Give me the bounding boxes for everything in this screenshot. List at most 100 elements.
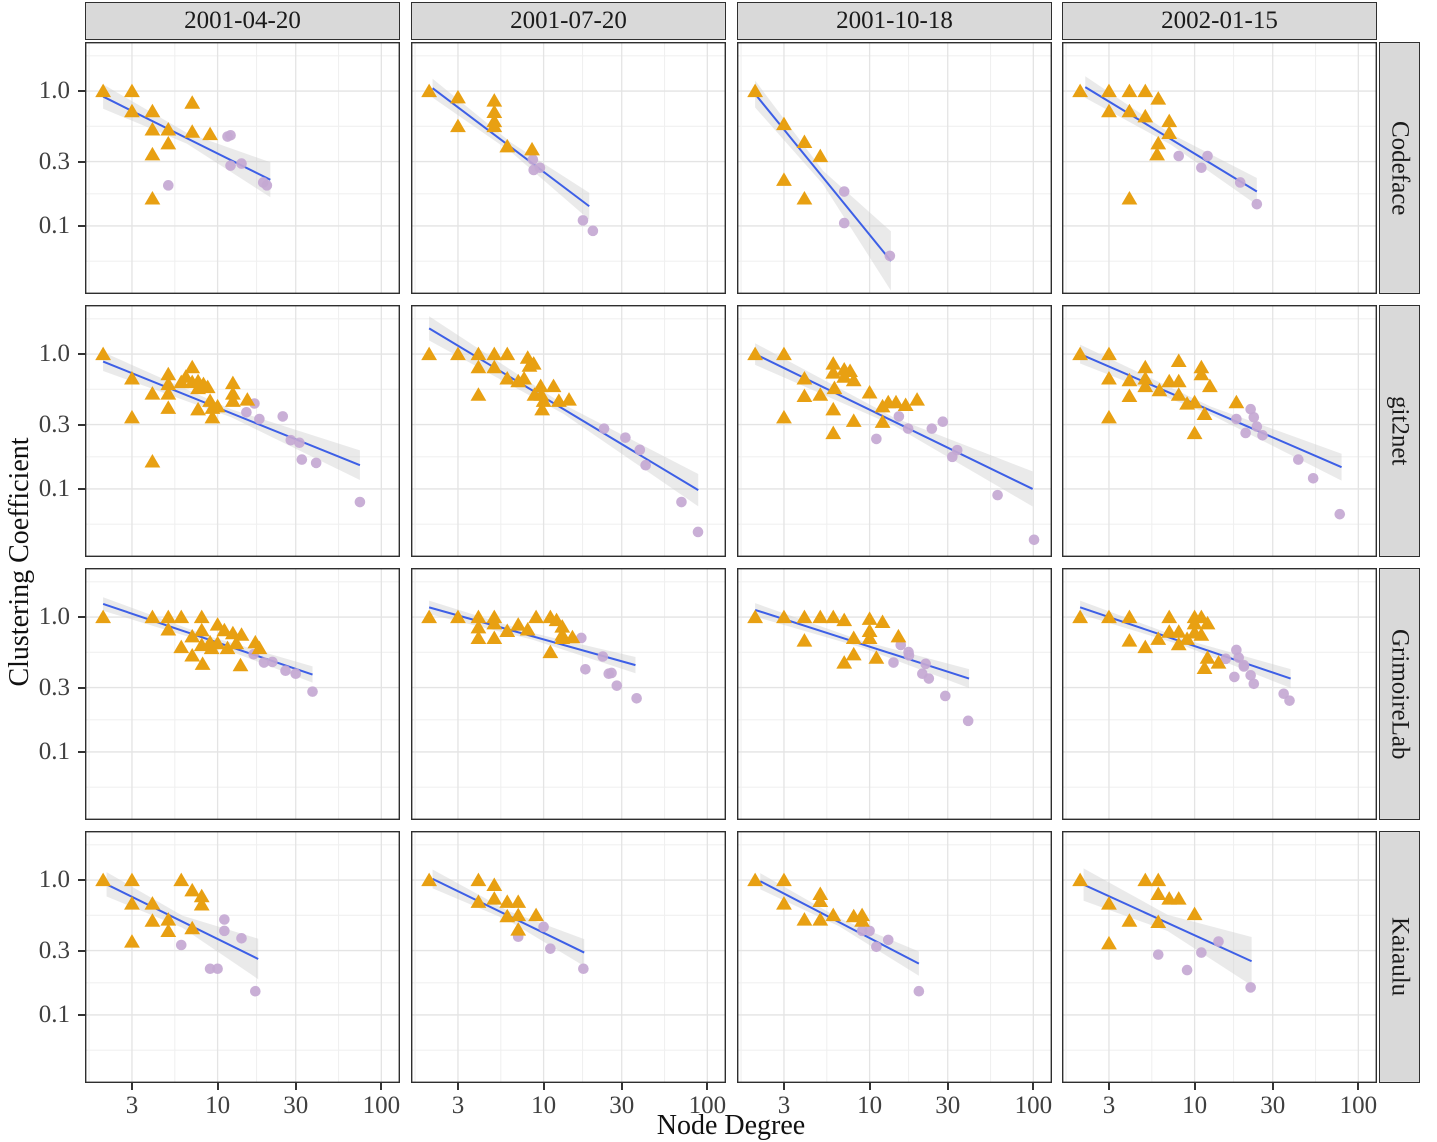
circle-points — [888, 639, 974, 727]
circle-point — [1229, 671, 1240, 683]
triangle-point — [124, 872, 140, 887]
circle-point — [1278, 688, 1289, 700]
triangle-point — [510, 922, 527, 936]
gridlines — [737, 831, 1052, 1083]
y-tick-mark — [78, 353, 85, 356]
x-tick-mark — [542, 1083, 545, 1090]
y-tick-mark — [78, 750, 85, 753]
x-tick-mark — [456, 1083, 459, 1090]
x-tick-label: 10 — [205, 1092, 231, 1119]
triangle-point — [95, 609, 112, 624]
panel-border — [85, 568, 400, 820]
x-tick-mark — [1032, 1083, 1035, 1090]
triangle-point — [499, 346, 516, 361]
triangle-point — [812, 609, 829, 624]
triangle-point — [528, 609, 544, 624]
y-tick-label: 0.3 — [38, 936, 70, 964]
triangle-point — [450, 346, 466, 361]
triangle-point — [224, 393, 241, 407]
x-tick-mark — [706, 1083, 709, 1090]
triangle-point — [796, 134, 813, 148]
triangle-point — [825, 356, 842, 370]
circle-point — [277, 411, 289, 422]
triangle-points — [95, 83, 218, 205]
triangle-point — [1150, 886, 1167, 900]
x-tick-label: 3 — [451, 1092, 465, 1119]
triangle-point — [1101, 346, 1117, 361]
circle-point — [1251, 421, 1263, 432]
triangle-point — [209, 617, 226, 631]
triangle-point — [486, 359, 503, 374]
triangle-point — [1101, 609, 1117, 624]
triangle-point — [524, 141, 540, 156]
panel-border — [85, 305, 400, 557]
circle-point — [902, 423, 914, 434]
facet-panel-Kaiaulu-2001-07-20 — [411, 831, 726, 1083]
triangle-point — [874, 614, 891, 629]
triangle-point — [160, 366, 177, 381]
circle-point — [294, 437, 305, 449]
circle-point — [838, 217, 850, 229]
x-tick-mark — [294, 1083, 297, 1090]
triangle-point — [184, 920, 201, 935]
circle-point — [1152, 949, 1164, 960]
circle-points — [248, 648, 318, 697]
circle-points — [162, 129, 273, 191]
triangle-point — [545, 378, 562, 393]
circle-point — [290, 668, 302, 680]
y-tick-label: 0.1 — [38, 1000, 70, 1028]
circle-point — [634, 444, 646, 456]
triangle-point — [173, 872, 190, 887]
circle-point — [992, 489, 1003, 501]
panel-border — [1062, 568, 1377, 820]
panel-border — [1062, 305, 1377, 557]
triangle-point — [160, 121, 177, 136]
circle-point — [598, 423, 610, 434]
triangle-point — [124, 896, 140, 910]
triangle-point — [776, 609, 792, 624]
circle-point — [640, 459, 651, 471]
facet-panel-GrimoireLab-2001-04-20 — [85, 568, 400, 820]
triangle-point — [516, 370, 532, 385]
triangle-point — [144, 103, 161, 118]
triangle-point — [1193, 366, 1210, 381]
gridlines — [1062, 305, 1377, 557]
gridlines — [737, 305, 1052, 557]
gridlines — [1062, 42, 1377, 294]
y-tick-label: 1.0 — [38, 603, 70, 631]
circle-point — [884, 250, 896, 262]
facet-column-strip-2001-10-18: 2001-10-18 — [737, 2, 1052, 40]
triangle-point — [486, 877, 503, 892]
circle-point — [1251, 198, 1263, 210]
triangle-point — [1186, 906, 1203, 921]
panel-border — [85, 42, 400, 294]
triangle-point — [812, 912, 829, 926]
circle-point — [1248, 411, 1260, 423]
triangle-point — [193, 888, 210, 903]
triangle-point — [486, 118, 503, 133]
triangle-point — [199, 379, 216, 394]
triangle-point — [486, 630, 503, 645]
triangle-point — [232, 657, 249, 672]
circle-point — [527, 154, 539, 165]
circle-point — [631, 692, 642, 704]
circle-point — [280, 665, 291, 677]
circle-point — [893, 411, 905, 422]
triangle-point — [486, 615, 503, 630]
triangle-point — [1170, 891, 1187, 905]
triangle-point — [1210, 655, 1227, 669]
triangle-point — [845, 646, 862, 661]
circle-point — [236, 158, 247, 169]
triangle-points — [421, 346, 577, 416]
triangle-point — [845, 413, 862, 427]
triangle-point — [825, 907, 842, 922]
circle-points — [241, 398, 366, 508]
triangle-point — [776, 172, 792, 186]
facet-row-strip-git2net: git2net — [1379, 305, 1420, 557]
facet-panel-Kaiaulu-2001-10-18 — [737, 831, 1052, 1083]
circle-points — [1152, 936, 1256, 993]
triangle-point — [890, 628, 907, 643]
triangle-point — [535, 393, 552, 407]
triangle-point — [499, 894, 516, 908]
facet-row-strip-GrimoireLab: GrimoireLab — [1379, 568, 1420, 820]
